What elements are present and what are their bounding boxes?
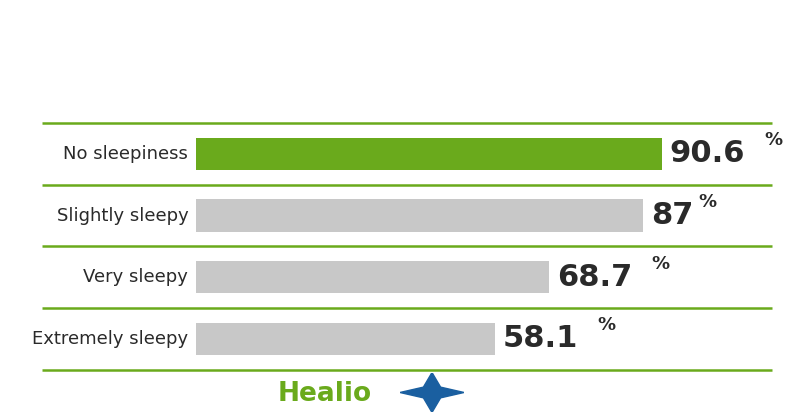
Text: %: %	[764, 131, 782, 150]
Text: 68.7: 68.7	[557, 262, 632, 291]
Text: 58.1: 58.1	[502, 324, 578, 353]
Text: Healio: Healio	[278, 381, 372, 407]
Text: ✦: ✦	[420, 384, 436, 404]
Text: No sleepiness: No sleepiness	[63, 145, 188, 163]
Text: at day 90 based on reported sleepiness at day 28:: at day 90 based on reported sleepiness a…	[124, 72, 676, 91]
Bar	[196, 323, 494, 355]
Text: 87: 87	[651, 201, 694, 230]
Bar	[196, 200, 643, 231]
Text: %: %	[597, 316, 615, 334]
Text: %: %	[652, 255, 670, 273]
Text: %: %	[698, 193, 717, 211]
Polygon shape	[400, 373, 464, 412]
Text: Slightly sleepy: Slightly sleepy	[57, 207, 188, 225]
Text: 90.6: 90.6	[670, 139, 745, 168]
Text: Extremely sleepy: Extremely sleepy	[32, 330, 188, 348]
Bar	[196, 138, 662, 170]
Bar	[196, 261, 550, 293]
Text: Very sleepy: Very sleepy	[83, 268, 188, 286]
Text: Percentage of patients who achieved PAP compliance: Percentage of patients who achieved PAP …	[106, 32, 694, 51]
